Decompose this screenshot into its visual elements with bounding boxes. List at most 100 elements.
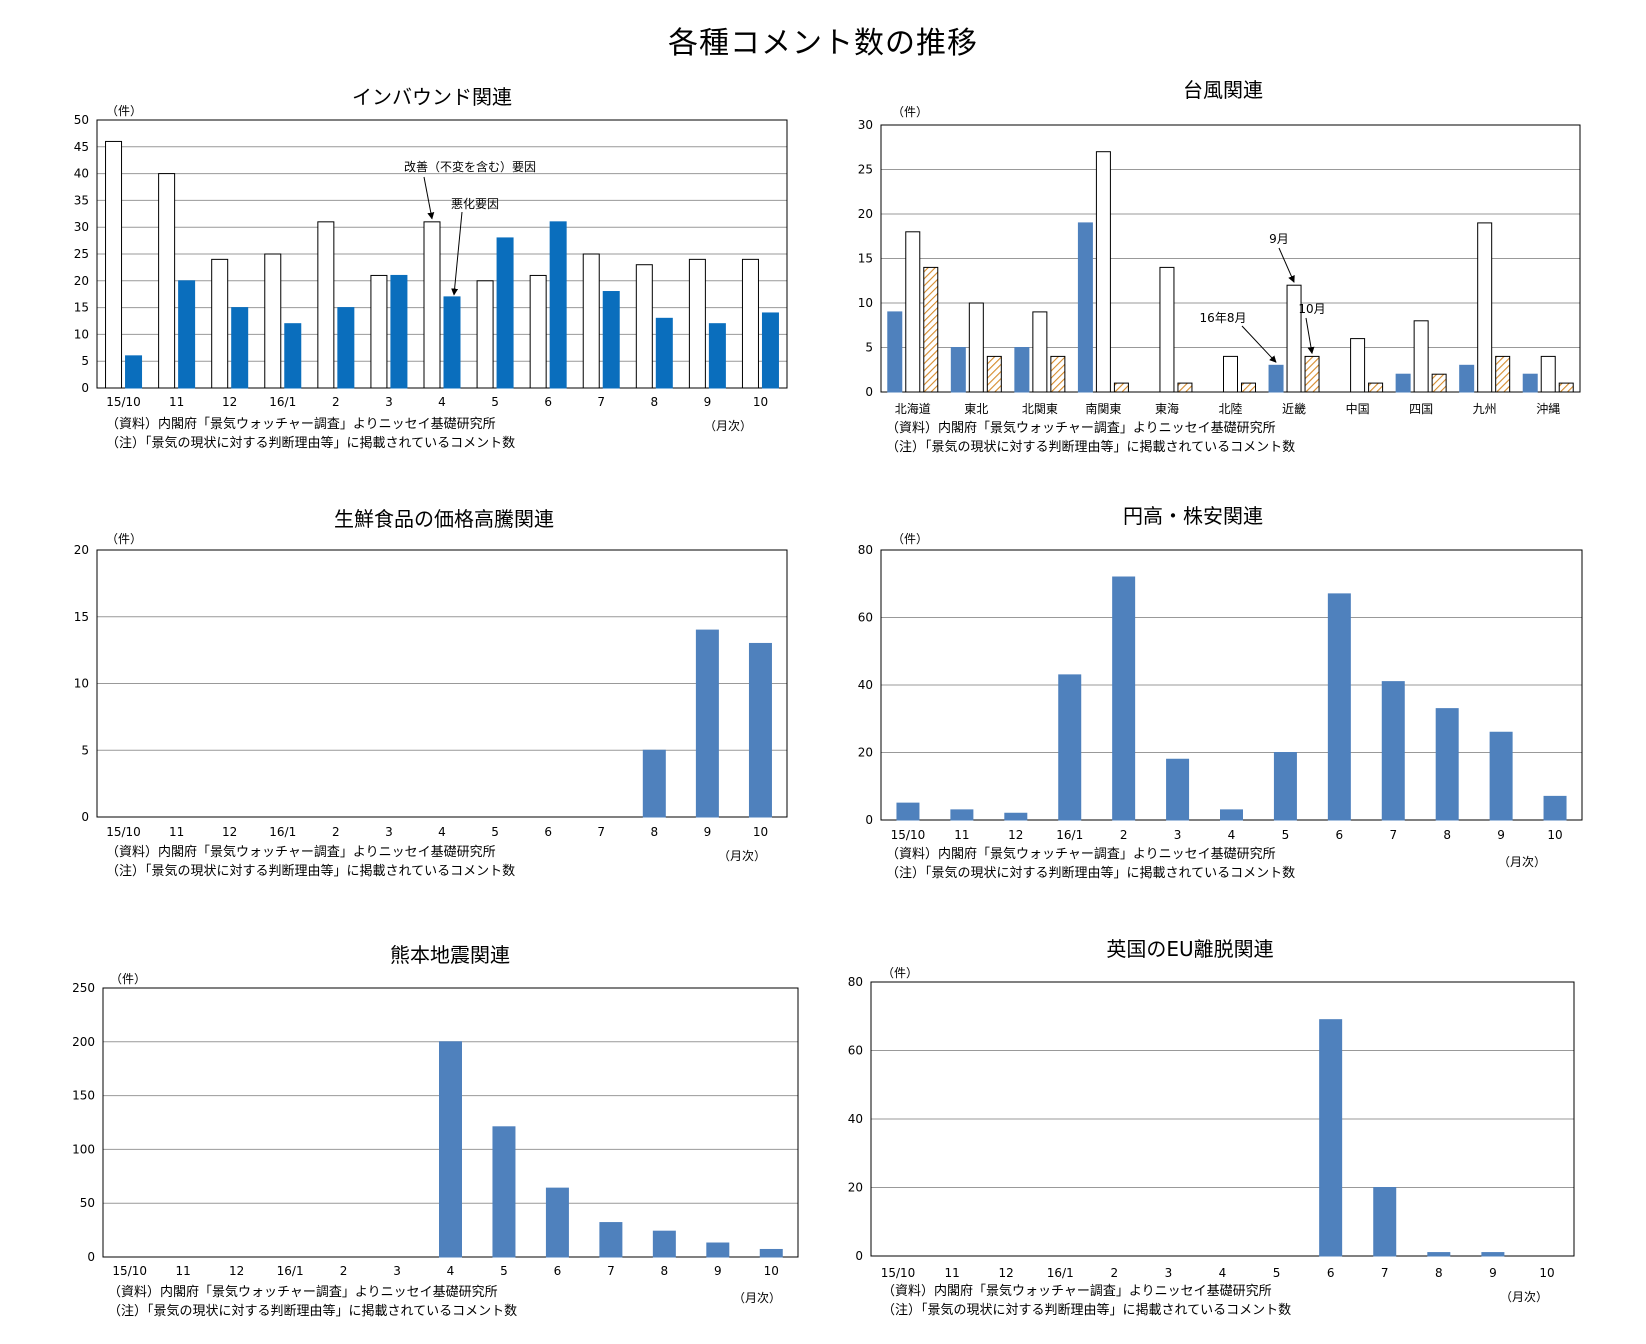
bar <box>1540 355 1556 393</box>
bar <box>1522 373 1538 393</box>
y-tick-label: 10 <box>74 327 89 341</box>
bar <box>211 258 229 389</box>
bar <box>125 355 143 389</box>
x-tick-label: 四国 <box>1409 402 1433 416</box>
bar <box>1459 364 1475 393</box>
annotation-arrow <box>451 211 463 296</box>
bar <box>1489 731 1513 821</box>
y-tick-label: 20 <box>848 1181 863 1195</box>
x-tick-label: 北海道 <box>895 401 931 416</box>
bar <box>1368 382 1384 393</box>
source-note: （資料）内閣府「景気ウォッチャー調査」よりニッセイ基礎研究所 <box>886 420 1276 436</box>
x-tick-label: 6 <box>544 825 552 839</box>
y-tick-label: 15 <box>74 301 89 315</box>
x-tick-label: 5 <box>1273 1266 1281 1280</box>
y-tick-label: 50 <box>74 113 89 127</box>
y-tick-label: 40 <box>74 167 89 181</box>
x-tick-label: 北陸 <box>1218 402 1242 416</box>
annotation-arrow <box>423 176 435 220</box>
bar <box>1304 355 1320 393</box>
x-tick-label: 5 <box>491 395 499 409</box>
bar <box>423 221 441 389</box>
bar <box>337 307 355 389</box>
annotation-arrow <box>1305 317 1315 355</box>
x-tick-label: 12 <box>999 1266 1014 1280</box>
x-tick-label: 東北 <box>964 402 988 416</box>
x-tick-label: 8 <box>650 395 658 409</box>
x-tick-label: 10 <box>1539 1266 1554 1280</box>
y-tick-label: 20 <box>74 543 89 557</box>
y-tick-label: 20 <box>858 207 873 221</box>
x-tick-label: 10 <box>764 1264 779 1278</box>
bar <box>390 274 408 389</box>
y-tick-label: 35 <box>74 193 89 207</box>
y-tick-label: 50 <box>80 1196 95 1210</box>
bar <box>545 1187 569 1258</box>
x-tick-label: 3 <box>393 1264 401 1278</box>
bar <box>1159 266 1175 393</box>
annotation-label: 改善（不変を含む）要因 <box>404 159 536 174</box>
x-tick-label: 16/1 <box>1047 1266 1074 1280</box>
bar <box>1166 758 1190 821</box>
x-tick-label: 12 <box>222 395 237 409</box>
x-tick-label: 6 <box>1327 1266 1335 1280</box>
x-tick-label: 15/10 <box>881 1266 916 1280</box>
chart-title: 台風関連 <box>1183 78 1263 102</box>
bar <box>582 253 600 389</box>
bar <box>158 173 176 389</box>
bar <box>635 264 653 389</box>
bar <box>1477 222 1493 393</box>
plot-frame <box>96 119 788 389</box>
y-tick-label: 40 <box>848 1112 863 1126</box>
chart-title: 生鮮食品の価格高騰関連 <box>334 507 554 531</box>
chart-title: 円高・株安関連 <box>1123 504 1263 528</box>
y-tick-label: 5 <box>81 354 89 368</box>
x-tick-label: 6 <box>554 1264 562 1278</box>
bar <box>1268 364 1284 393</box>
x-tick-label: 6 <box>544 395 552 409</box>
annotation-arrow <box>1241 325 1277 363</box>
y-tick-label: 0 <box>855 1249 863 1263</box>
y-tick-label: 20 <box>74 274 89 288</box>
x-tick-label: 11 <box>944 1266 959 1280</box>
x-axis-unit-label: （月次） <box>733 1291 781 1305</box>
bar <box>748 642 772 818</box>
bar <box>1286 284 1302 393</box>
x-axis-unit-label: （月次） <box>1498 855 1546 869</box>
x-tick-label: 7 <box>597 395 605 409</box>
y-tick-label: 200 <box>72 1035 95 1049</box>
x-tick-label: 3 <box>385 825 393 839</box>
x-tick-label: 9 <box>1497 828 1505 842</box>
bar <box>1113 382 1129 393</box>
y-tick-label: 250 <box>72 981 95 995</box>
x-tick-label: 12 <box>1008 828 1023 842</box>
x-tick-label: 4 <box>438 825 446 839</box>
bar <box>1220 809 1243 821</box>
x-axis-unit-label: （月次） <box>704 419 752 433</box>
y-axis-unit-label: （件） <box>882 966 918 980</box>
x-tick-label: 2 <box>1111 1266 1119 1280</box>
source-note: （注）「景気の現状に対する判断理由等」に掲載されているコメント数 <box>106 863 515 879</box>
x-tick-label: 3 <box>385 395 393 409</box>
bar <box>642 749 666 818</box>
bar <box>549 221 567 389</box>
y-tick-label: 0 <box>81 810 89 824</box>
y-tick-label: 0 <box>865 385 873 399</box>
x-tick-label: 11 <box>176 1264 191 1278</box>
x-tick-label: 7 <box>1389 828 1397 842</box>
x-tick-label: 3 <box>1174 828 1182 842</box>
x-axis-unit-label: （月次） <box>1500 1290 1548 1304</box>
bar <box>370 274 388 389</box>
chart-title: 熊本地震関連 <box>390 943 510 967</box>
plot-frame <box>96 549 788 818</box>
x-tick-label: 15/10 <box>106 395 141 409</box>
x-tick-label: 4 <box>1219 1266 1227 1280</box>
source-note: （注）「景気の現状に対する判断理由等」に掲載されているコメント数 <box>886 439 1295 455</box>
bar <box>1177 382 1193 393</box>
y-tick-label: 30 <box>858 118 873 132</box>
x-tick-label: 11 <box>169 395 184 409</box>
x-tick-label: 8 <box>650 825 658 839</box>
x-tick-label: 16/1 <box>277 1264 304 1278</box>
x-tick-label: 9 <box>704 395 712 409</box>
